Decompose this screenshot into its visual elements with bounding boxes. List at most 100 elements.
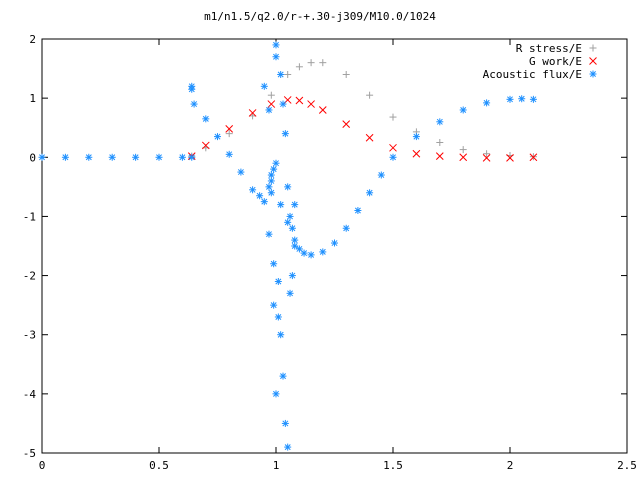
data-point (267, 189, 275, 197)
series-1 (187, 96, 538, 162)
data-point (459, 146, 467, 154)
data-point (284, 218, 292, 226)
data-point (436, 118, 444, 126)
series-0 (188, 59, 537, 161)
data-point (267, 177, 275, 185)
data-point (354, 207, 362, 215)
data-point (331, 239, 338, 247)
data-point (274, 313, 282, 321)
data-point (267, 171, 275, 179)
data-point (435, 152, 444, 160)
data-point (267, 91, 275, 99)
data-point (288, 224, 296, 232)
data-point (202, 115, 210, 123)
data-point (529, 95, 537, 103)
data-point (272, 390, 280, 398)
x-tick-label: 2.5 (617, 459, 637, 472)
data-point (300, 249, 308, 257)
data-point (281, 130, 289, 138)
data-point (389, 143, 397, 152)
data-point (256, 192, 264, 200)
y-tick-label: -3 (23, 329, 36, 342)
data-point (277, 331, 285, 339)
data-point (270, 165, 278, 173)
data-point (190, 100, 198, 108)
data-point (389, 153, 397, 161)
data-point (249, 186, 257, 194)
data-point (85, 153, 93, 161)
data-point (265, 183, 273, 191)
data-point (284, 70, 292, 78)
y-tick-label: -1 (23, 210, 36, 223)
data-point (365, 133, 374, 142)
legend-marker (589, 70, 597, 78)
data-point (270, 301, 278, 309)
data-point (342, 70, 350, 78)
data-point (318, 106, 327, 114)
y-tick-label: 2 (29, 33, 36, 46)
plot-frame (41, 38, 628, 454)
data-point (366, 189, 374, 197)
data-point (108, 153, 116, 161)
legend-label: Acoustic flux/E (483, 68, 582, 81)
data-point (38, 153, 46, 161)
legend-marker (589, 44, 597, 52)
data-point (506, 154, 514, 162)
data-point (288, 272, 296, 280)
data-point (279, 372, 287, 380)
data-point (436, 139, 444, 146)
data-point (270, 260, 278, 268)
data-point (265, 230, 273, 238)
data-point (319, 248, 327, 256)
data-point (284, 183, 292, 191)
data-point (286, 212, 294, 220)
legend-marker (589, 57, 597, 65)
data-point (295, 245, 303, 253)
data-point (274, 277, 282, 285)
data-marks (38, 41, 538, 451)
y-tick-label: 1 (29, 92, 36, 105)
data-point (377, 171, 385, 179)
data-point (307, 59, 315, 67)
data-point (260, 198, 268, 206)
data-point (214, 133, 221, 141)
series-2 (38, 41, 537, 451)
data-point (225, 130, 233, 138)
chart-title: m1/n1.5/q2.0/r-+.30-j309/M10.0/1024 (204, 10, 436, 23)
y-tick-label: -5 (23, 447, 36, 460)
data-point (389, 113, 397, 121)
data-point (307, 251, 315, 259)
data-point (272, 53, 280, 61)
x-tick-label: 1 (273, 459, 280, 472)
x-tick-label: 0.5 (149, 459, 169, 472)
legend-label: G work/E (529, 55, 582, 68)
y-tick-label: -4 (23, 388, 37, 401)
axis-ticks: 0 0.5 1 1.5 2 2.5 2 1 0 -1 -2 -3 -4 -5 (23, 33, 637, 472)
data-point (291, 201, 299, 209)
data-point (61, 153, 69, 161)
data-point (267, 100, 276, 108)
data-point (319, 59, 327, 67)
data-point (412, 149, 421, 158)
data-point (295, 63, 303, 71)
data-point (260, 82, 268, 90)
data-point (277, 70, 285, 78)
data-point (483, 99, 491, 107)
data-point (366, 91, 374, 99)
data-point (188, 82, 196, 90)
data-point (178, 153, 186, 161)
x-tick-label: 0 (39, 459, 46, 472)
data-point (459, 106, 467, 114)
data-point (284, 443, 292, 451)
x-tick-label: 2 (507, 459, 514, 472)
x-tick-label: 1.5 (383, 459, 403, 472)
data-point (291, 236, 299, 244)
data-point (132, 153, 140, 161)
data-point (188, 153, 196, 161)
data-point (483, 150, 491, 158)
data-point (342, 224, 350, 232)
data-point (277, 201, 285, 209)
